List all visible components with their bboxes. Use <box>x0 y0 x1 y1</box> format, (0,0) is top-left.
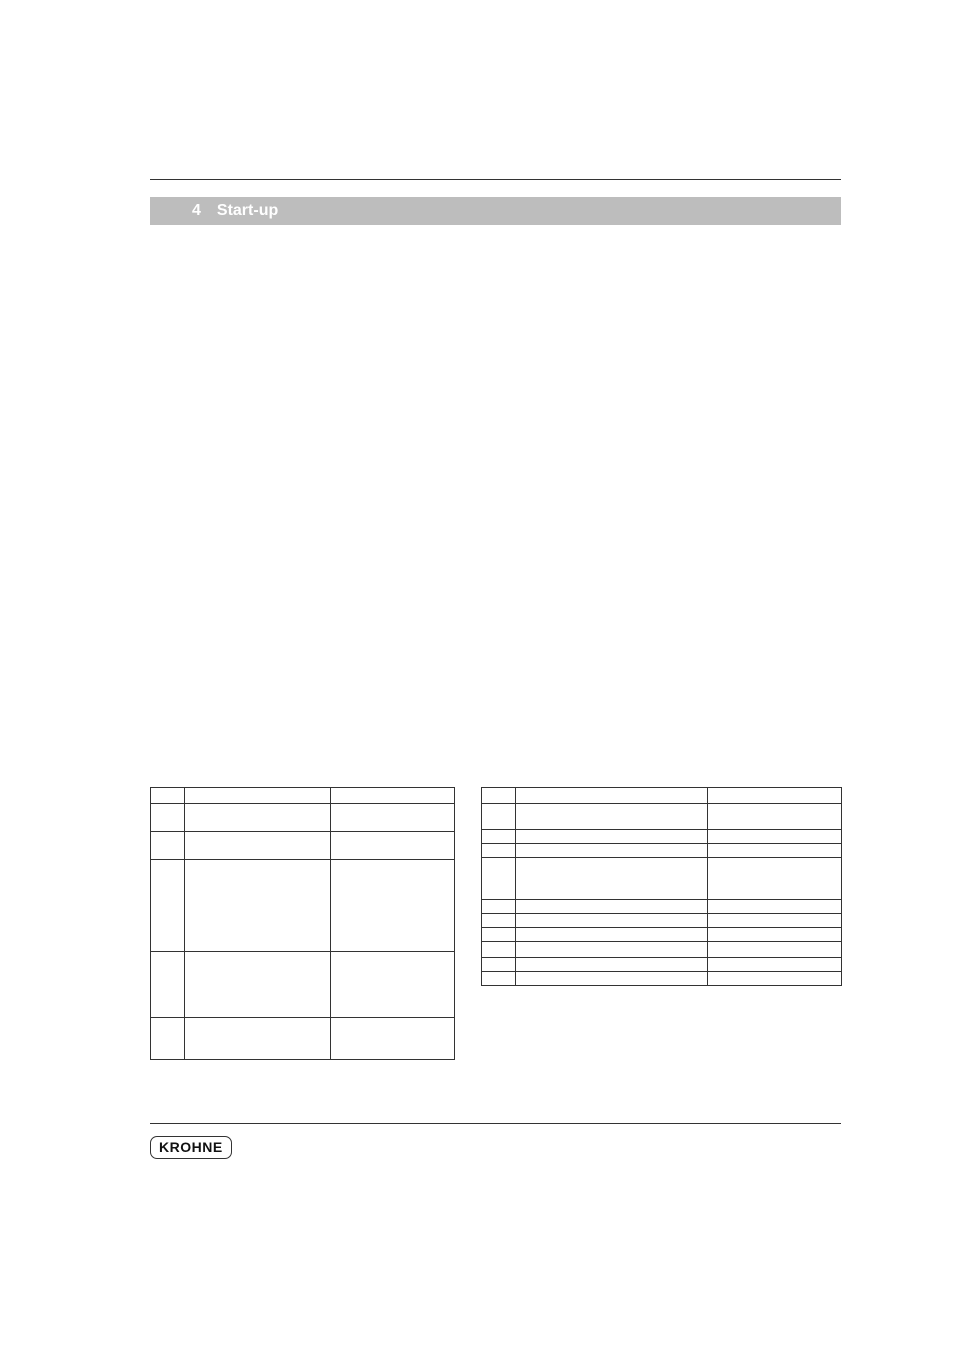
table-row <box>482 900 842 914</box>
table-row <box>482 788 842 804</box>
table-cell <box>516 830 708 844</box>
table-cell <box>708 958 842 972</box>
table-cell <box>482 900 516 914</box>
table-row <box>151 804 455 832</box>
table-row <box>482 914 842 928</box>
table-row <box>482 942 842 958</box>
table-row <box>151 788 455 804</box>
table-cell <box>516 958 708 972</box>
table-cell <box>185 860 331 952</box>
table-cell <box>331 860 455 952</box>
table-cell <box>516 928 708 942</box>
table-row <box>482 844 842 858</box>
section-header-bar: 4 Start-up <box>150 197 841 225</box>
table-cell <box>516 788 708 804</box>
table-cell <box>331 952 455 1018</box>
table-cell <box>331 804 455 832</box>
section-number: 4 <box>192 202 201 220</box>
table-cell <box>482 804 516 830</box>
table-row <box>482 958 842 972</box>
table-cell <box>482 844 516 858</box>
table-cell <box>151 1018 185 1060</box>
left-table <box>150 787 455 1060</box>
table-cell <box>516 858 708 900</box>
table-cell <box>482 942 516 958</box>
table-cell <box>151 804 185 832</box>
table-cell <box>708 972 842 986</box>
table-cell <box>516 900 708 914</box>
table-cell <box>185 832 331 860</box>
table-cell <box>708 804 842 830</box>
table-cell <box>331 832 455 860</box>
table-row <box>482 858 842 900</box>
table-cell <box>185 788 331 804</box>
table-cell <box>151 860 185 952</box>
table-cell <box>708 914 842 928</box>
table-row <box>482 972 842 986</box>
table-row <box>482 804 842 830</box>
table-cell <box>482 858 516 900</box>
top-rule <box>150 179 841 180</box>
table-cell <box>708 830 842 844</box>
table-cell <box>482 928 516 942</box>
right-table <box>481 787 842 986</box>
table-cell <box>151 832 185 860</box>
table-row <box>482 830 842 844</box>
table-cell <box>708 858 842 900</box>
table-cell <box>516 942 708 958</box>
brand-logo: KROHNE <box>150 1136 232 1159</box>
bottom-rule <box>150 1123 841 1124</box>
section-title: Start-up <box>217 202 278 220</box>
table-cell <box>708 900 842 914</box>
table-row <box>482 928 842 942</box>
table-cell <box>516 972 708 986</box>
table-cell <box>331 1018 455 1060</box>
table-cell <box>482 914 516 928</box>
page: 4 Start-up <box>0 0 954 1351</box>
table-row <box>151 1018 455 1060</box>
table-cell <box>151 952 185 1018</box>
table-cell <box>185 804 331 832</box>
table-cell <box>708 844 842 858</box>
table-row <box>151 952 455 1018</box>
table-cell <box>516 914 708 928</box>
table-cell <box>516 844 708 858</box>
table-cell <box>516 804 708 830</box>
table-cell <box>708 942 842 958</box>
table-row <box>151 832 455 860</box>
table-cell <box>708 928 842 942</box>
table-cell <box>482 788 516 804</box>
table-cell <box>185 1018 331 1060</box>
table-cell <box>151 788 185 804</box>
table-cell <box>185 952 331 1018</box>
table-cell <box>331 788 455 804</box>
table-cell <box>708 788 842 804</box>
table-cell <box>482 958 516 972</box>
table-row <box>151 860 455 952</box>
table-cell <box>482 830 516 844</box>
table-cell <box>482 972 516 986</box>
